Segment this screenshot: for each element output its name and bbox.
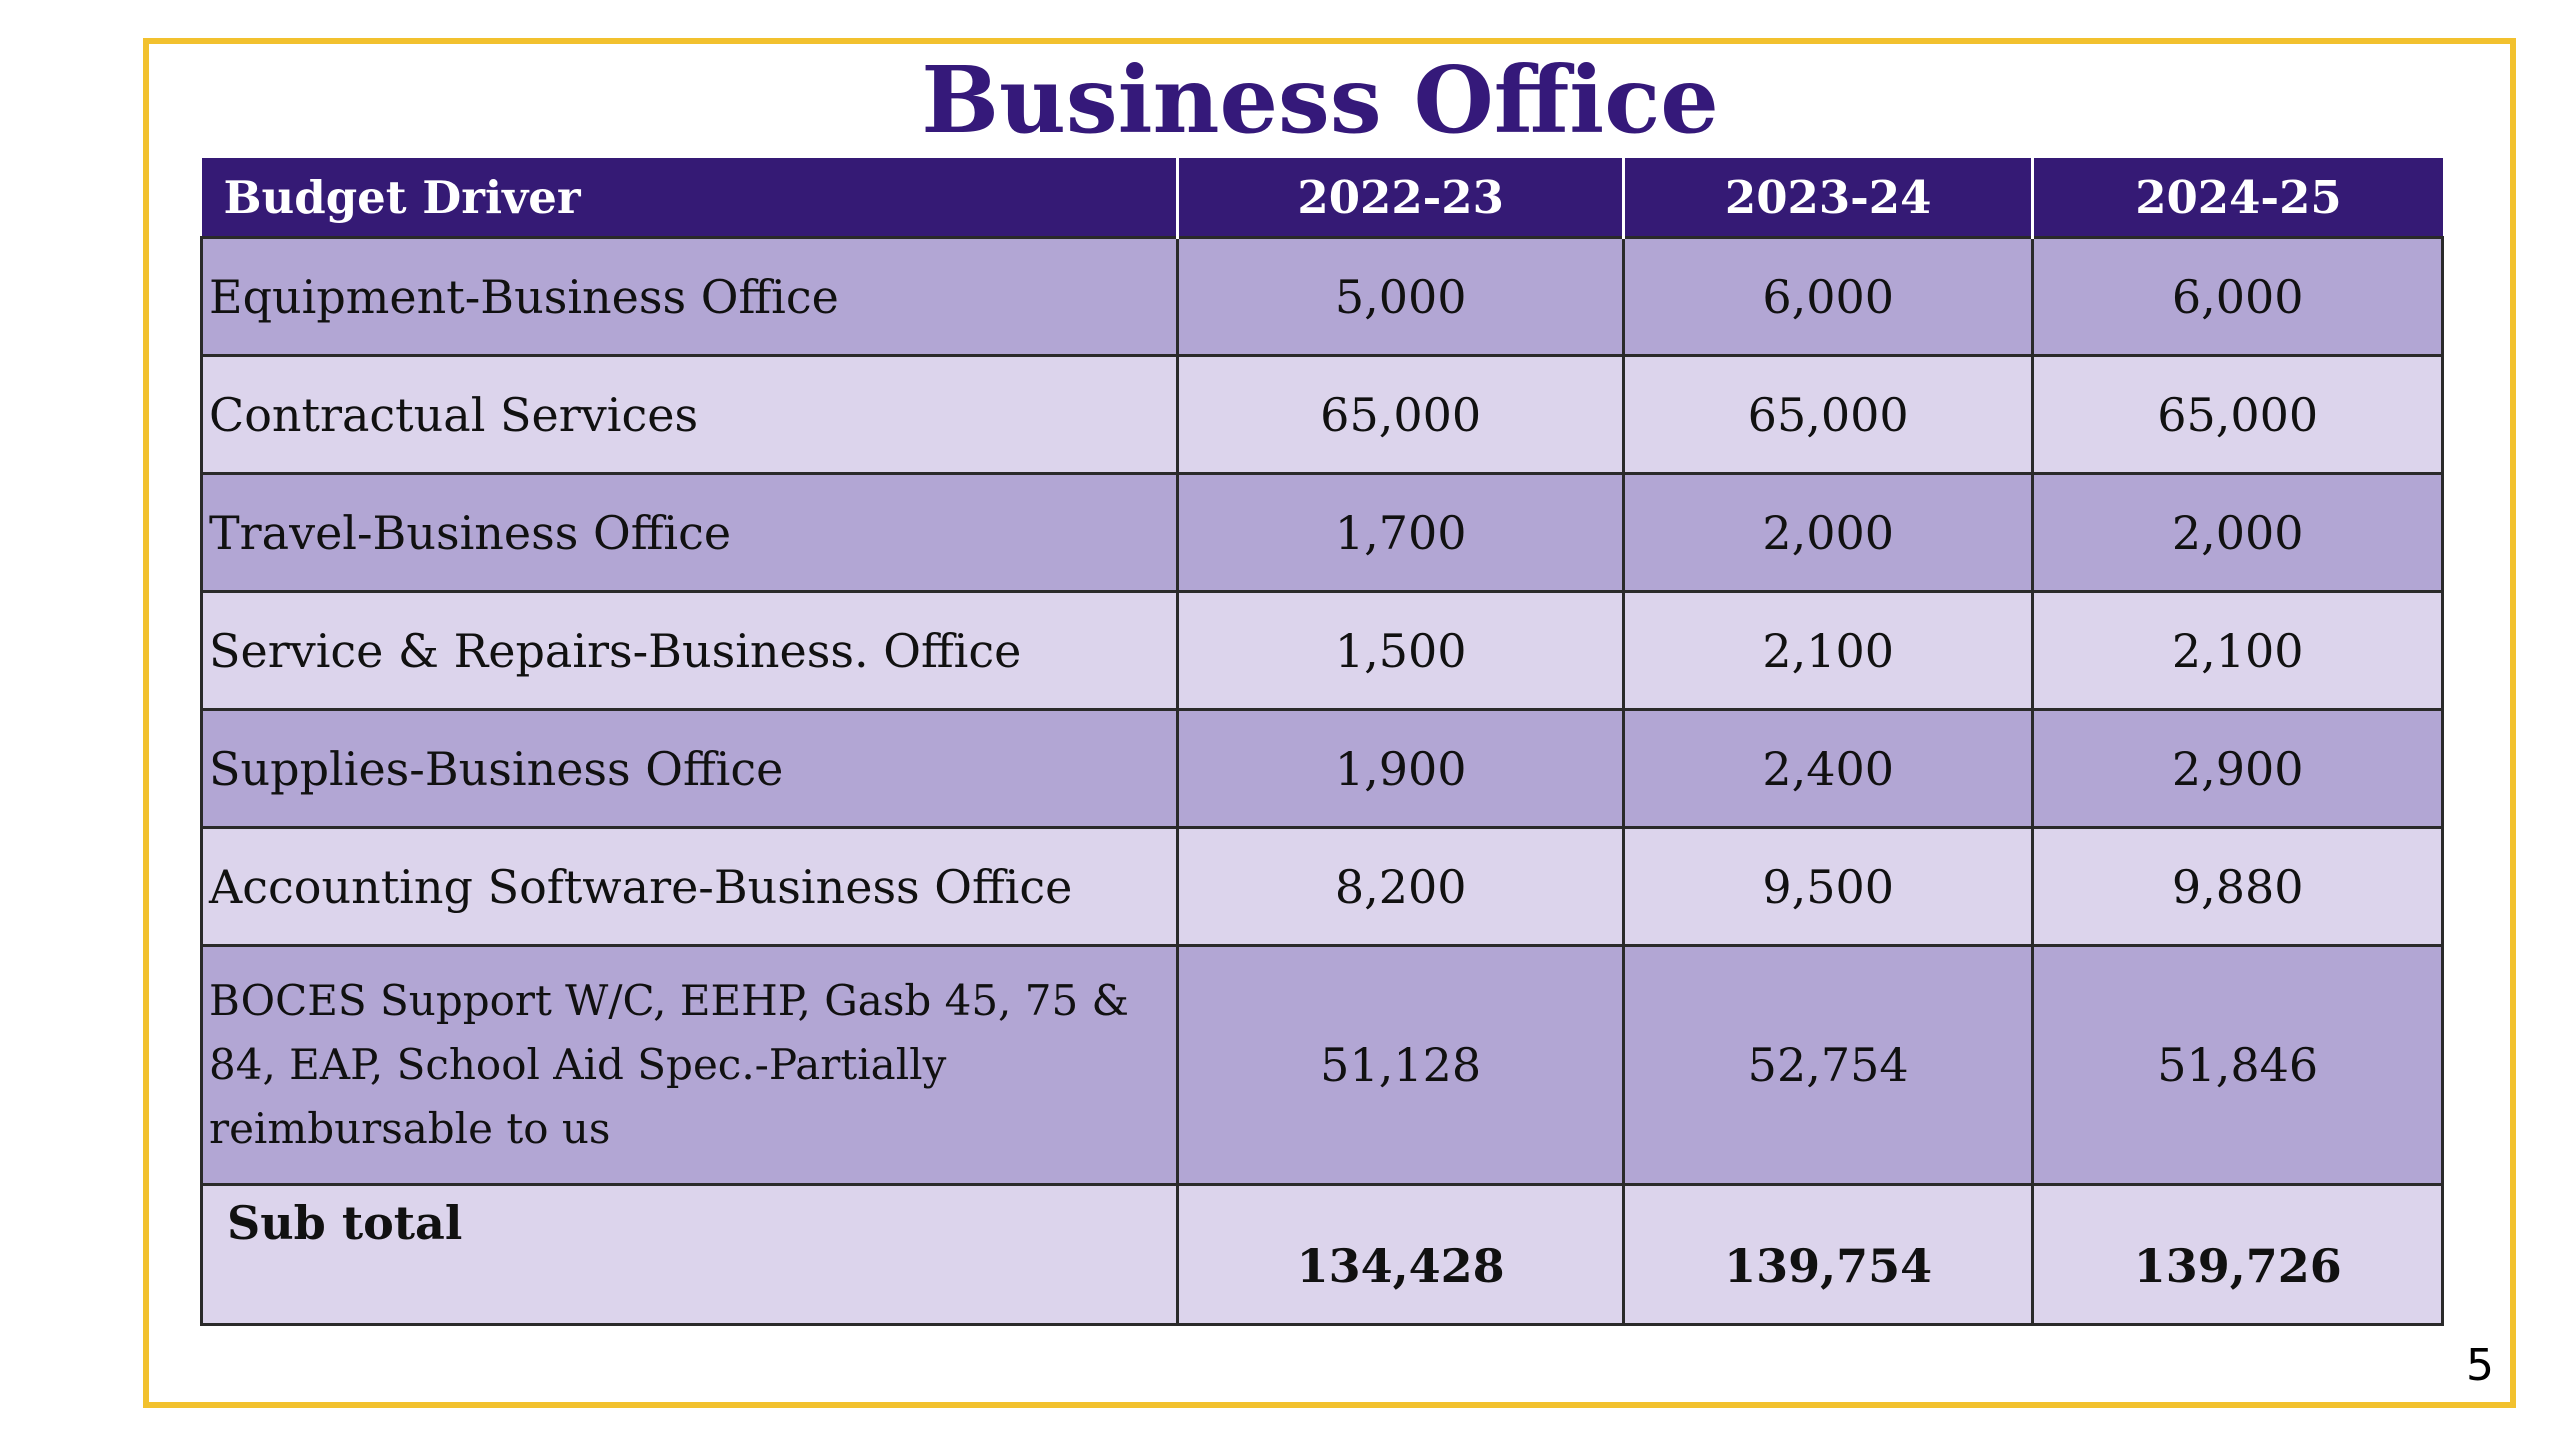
header-2023-24: 2023-24: [1621, 158, 2035, 238]
row-value-2023-24: 2,000: [1621, 472, 2035, 593]
row-value-2022-23: 1,500: [1176, 590, 1625, 711]
table-row: Contractual Services 65,000 65,000 65,00…: [199, 354, 2444, 475]
page-number: 5: [2466, 1340, 2494, 1391]
row-value-2024-25: 2,000: [2031, 472, 2444, 593]
subtotal-row: Sub total 134,428 139,754 139,726: [199, 1183, 2444, 1326]
subtotal-label: Sub total: [199, 1183, 1180, 1326]
row-label: Accounting Software-Business Office: [199, 826, 1180, 947]
row-value-2022-23: 8,200: [1176, 826, 1625, 947]
row-label: Supplies-Business Office: [199, 708, 1180, 829]
row-value-2024-25: 51,846: [2031, 944, 2444, 1186]
row-value-2023-24: 9,500: [1621, 826, 2035, 947]
row-label: BOCES Support W/C, EEHP, Gasb 45, 75 & 8…: [199, 944, 1180, 1186]
row-value-2022-23: 65,000: [1176, 354, 1625, 475]
row-label: Travel-Business Office: [199, 472, 1180, 593]
table-row: Service & Repairs-Business. Office 1,500…: [199, 590, 2444, 711]
row-value-2024-25: 2,100: [2031, 590, 2444, 711]
table-row: Equipment-Business Office 5,000 6,000 6,…: [199, 236, 2444, 357]
slide-frame: [143, 38, 2516, 1408]
row-value-2023-24: 2,400: [1621, 708, 2035, 829]
row-value-2022-23: 1,700: [1176, 472, 1625, 593]
table-row: BOCES Support W/C, EEHP, Gasb 45, 75 & 8…: [199, 944, 2444, 1186]
table-row: Supplies-Business Office 1,900 2,400 2,9…: [199, 708, 2444, 829]
row-label: Service & Repairs-Business. Office: [199, 590, 1180, 711]
row-label: Contractual Services: [199, 354, 1180, 475]
row-value-2024-25: 9,880: [2031, 826, 2444, 947]
subtotal-2022-23: 134,428: [1176, 1183, 1625, 1326]
table-row: Travel-Business Office 1,700 2,000 2,000: [199, 472, 2444, 593]
slide-title: Business Office: [921, 46, 1719, 154]
budget-table: Budget Driver 2022-23 2023-24 2024-25 Eq…: [199, 158, 2444, 1326]
header-budget-driver: Budget Driver: [201, 158, 1180, 238]
row-value-2022-23: 51,128: [1176, 944, 1625, 1186]
row-value-2024-25: 6,000: [2031, 236, 2444, 357]
row-value-2023-24: 2,100: [1621, 590, 2035, 711]
row-value-2022-23: 1,900: [1176, 708, 1625, 829]
row-value-2023-24: 65,000: [1621, 354, 2035, 475]
row-value-2024-25: 2,900: [2031, 708, 2444, 829]
subtotal-2023-24: 139,754: [1621, 1183, 2035, 1326]
row-value-2022-23: 5,000: [1176, 236, 1625, 357]
table-header-row: Budget Driver 2022-23 2023-24 2024-25: [201, 158, 2443, 238]
table-row: Accounting Software-Business Office 8,20…: [199, 826, 2444, 947]
subtotal-2024-25: 139,726: [2031, 1183, 2444, 1326]
row-value-2023-24: 6,000: [1621, 236, 2035, 357]
header-2022-23: 2022-23: [1176, 158, 1625, 238]
row-value-2024-25: 65,000: [2031, 354, 2444, 475]
row-label: Equipment-Business Office: [199, 236, 1180, 357]
row-value-2023-24: 52,754: [1621, 944, 2035, 1186]
header-2024-25: 2024-25: [2031, 158, 2443, 238]
